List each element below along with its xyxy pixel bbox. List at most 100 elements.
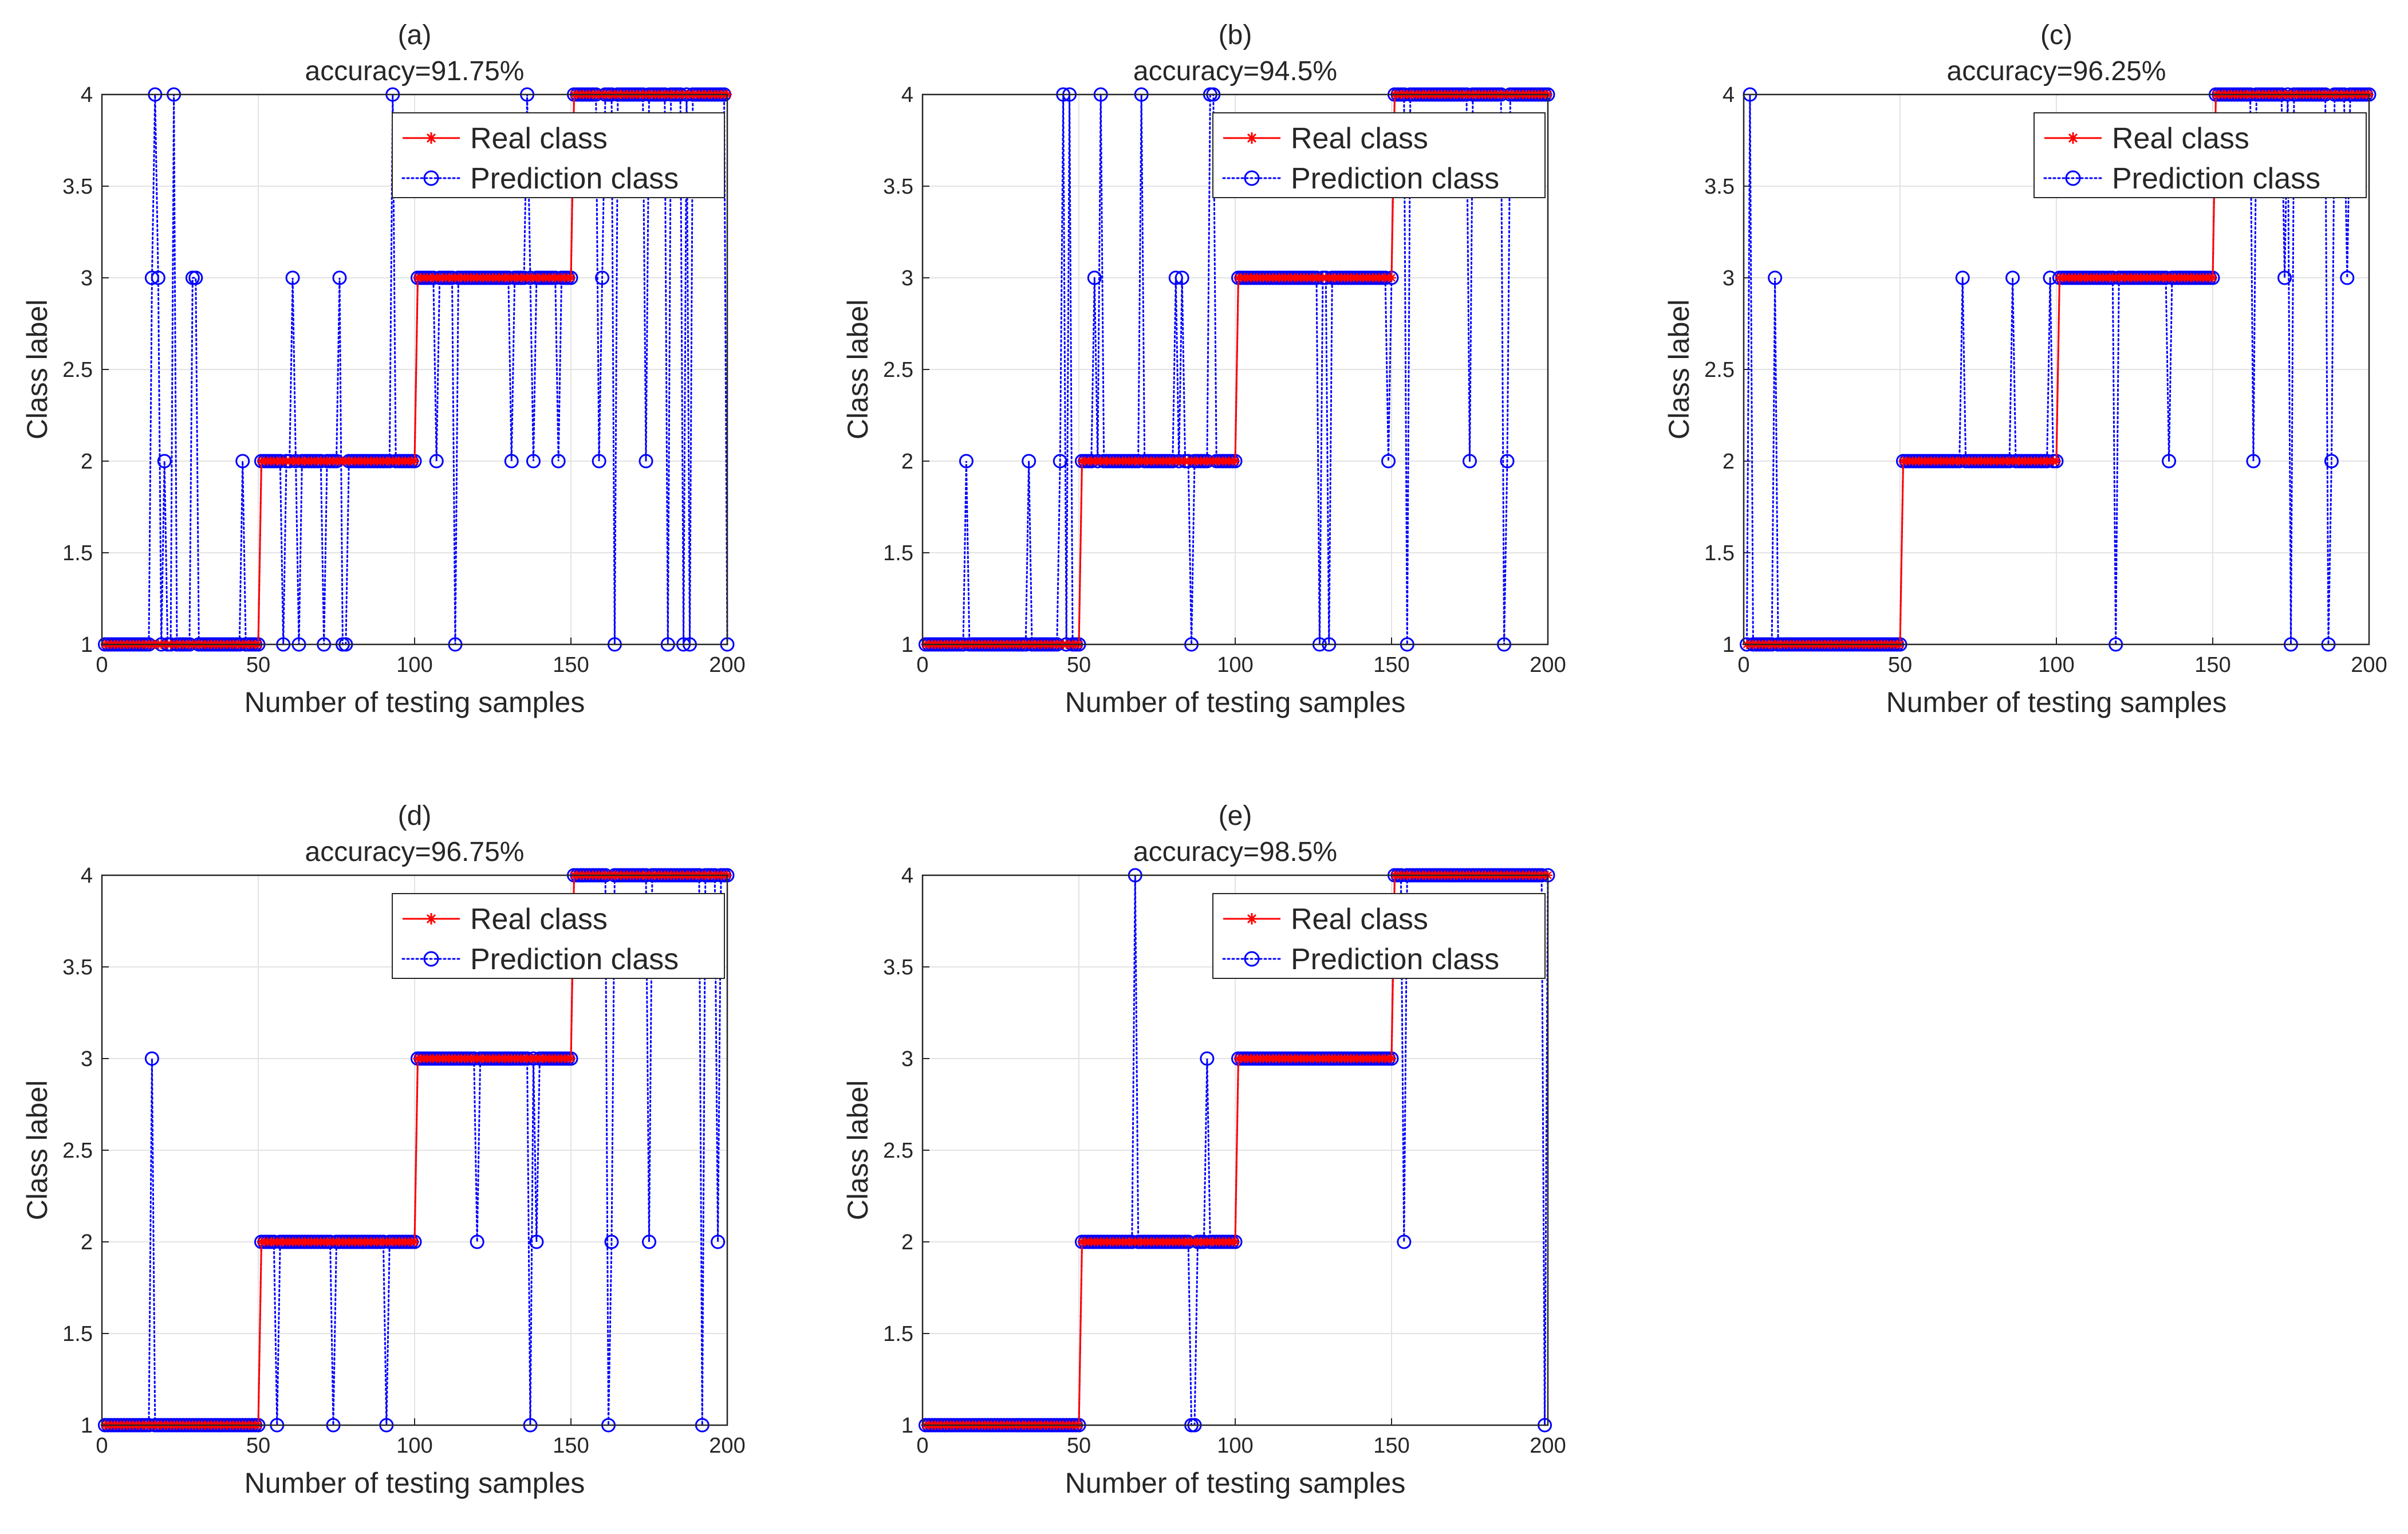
x-tick-label: 150 bbox=[2194, 653, 2230, 677]
chart-panel-b: 0 50 100 150 200 1 1.5 2 2.5 3 3.5 4 (b) accuracy=94.… bbox=[838, 9, 1640, 753]
legend-prediction-marker bbox=[1244, 951, 1260, 967]
y-tick-label: 4 bbox=[1723, 83, 1735, 107]
legend-prediction-label: Prediction class bbox=[1291, 943, 1499, 976]
chart-panel-e: 0 50 100 150 200 1 1.5 2 2.5 3 3.5 4 (e) accuracy=98.… bbox=[838, 789, 1640, 1534]
prediction-class-point bbox=[529, 1234, 544, 1249]
y-tick-label: 3 bbox=[901, 266, 913, 290]
chart-panel-a: 0 50 100 150 200 1 1.5 2 2.5 3 3.5 4 (a) accuracy=91.… bbox=[17, 9, 819, 753]
x-tick-label: 150 bbox=[553, 1434, 589, 1458]
prediction-class-point bbox=[2324, 454, 2339, 469]
y-tick-label: 2.5 bbox=[883, 1139, 913, 1163]
axes-box bbox=[921, 874, 1549, 1426]
y-axis-label: Class label bbox=[842, 300, 874, 440]
prediction-class-point bbox=[1087, 270, 1102, 285]
x-tick-label: 0 bbox=[96, 1434, 108, 1458]
prediction-class-point bbox=[144, 1051, 159, 1066]
chart-svg: 0 50 100 150 200 1 1.5 2 2.5 3 3.5 4 (d) accuracy=96.… bbox=[21, 801, 746, 1499]
y-tick-label: 2 bbox=[901, 450, 913, 474]
y-tick-label: 1 bbox=[81, 633, 93, 657]
x-tick-label: 0 bbox=[916, 1434, 928, 1458]
y-tick-label: 1.5 bbox=[62, 1322, 93, 1346]
prediction-class-point bbox=[2005, 270, 2020, 285]
y-tick-label: 3 bbox=[901, 1047, 913, 1071]
prediction-class-point bbox=[595, 270, 610, 285]
legend-real-marker bbox=[425, 132, 437, 144]
legend-box bbox=[392, 893, 725, 979]
prediction-class-point bbox=[1053, 454, 1067, 469]
legend-real-marker bbox=[2067, 132, 2079, 144]
y-tick-label: 1.5 bbox=[883, 541, 913, 565]
prediction-class-point bbox=[959, 454, 974, 469]
x-axis-label: Number of testing samples bbox=[1065, 686, 1406, 718]
y-tick-label: 2 bbox=[81, 1230, 93, 1254]
legend-prediction-label: Prediction class bbox=[2112, 162, 2320, 195]
y-axis-label: Class label bbox=[21, 1080, 53, 1221]
chart-title: accuracy=94.5% bbox=[1133, 56, 1337, 86]
prediction-class-point bbox=[2246, 454, 2261, 469]
legend-prediction-label: Prediction class bbox=[470, 162, 679, 195]
real-class-point bbox=[1387, 273, 1396, 282]
chart-svg: 0 50 100 150 200 1 1.5 2 2.5 3 3.5 4 (c) accuracy=96.… bbox=[1663, 20, 2387, 718]
x-tick-label: 100 bbox=[396, 1434, 432, 1458]
legend-real-label: Real class bbox=[470, 903, 608, 936]
panel-label: (c) bbox=[2040, 20, 2072, 50]
prediction-class-point bbox=[2277, 270, 2292, 285]
chart-title: accuracy=98.5% bbox=[1133, 837, 1337, 867]
x-tick-label: 50 bbox=[1888, 653, 1912, 677]
y-tick-label: 2 bbox=[901, 1230, 913, 1254]
y-tick-label: 1.5 bbox=[883, 1322, 913, 1346]
legend-prediction-marker bbox=[423, 951, 439, 967]
prediction-class-point bbox=[1200, 1051, 1215, 1066]
legend-real-label: Real class bbox=[1291, 122, 1428, 155]
y-tick-label: 3 bbox=[1723, 266, 1735, 290]
chart-title: accuracy=96.25% bbox=[1947, 56, 2166, 86]
x-axis-label: Number of testing samples bbox=[1065, 1467, 1406, 1499]
legend-real-label: Real class bbox=[1291, 903, 1428, 936]
prediction-class-point bbox=[1768, 270, 1783, 285]
x-tick-label: 50 bbox=[1067, 653, 1091, 677]
legend-prediction-marker bbox=[423, 170, 439, 186]
y-tick-label: 3.5 bbox=[62, 955, 93, 980]
axes-box bbox=[1743, 93, 2370, 646]
y-tick-label: 1 bbox=[901, 633, 913, 657]
legend-box bbox=[2033, 112, 2367, 198]
prediction-class-point bbox=[429, 454, 444, 469]
y-tick-label: 3.5 bbox=[62, 175, 93, 199]
y-tick-label: 3 bbox=[81, 266, 93, 290]
prediction-class-point bbox=[157, 454, 172, 469]
prediction-class-point bbox=[642, 1234, 656, 1249]
prediction-class-point bbox=[285, 270, 300, 285]
prediction-class-point bbox=[188, 270, 203, 285]
legend-real-marker bbox=[1246, 132, 1258, 144]
real-class-point bbox=[2052, 457, 2061, 466]
y-tick-label: 1 bbox=[81, 1414, 93, 1438]
prediction-class-point bbox=[1168, 270, 1183, 285]
prediction-class-point bbox=[2162, 454, 2177, 469]
x-tick-label: 200 bbox=[709, 653, 745, 677]
y-tick-label: 3.5 bbox=[1704, 175, 1735, 199]
x-axis-label: Number of testing samples bbox=[245, 686, 585, 718]
y-tick-label: 4 bbox=[901, 864, 913, 888]
prediction-class-point bbox=[2340, 270, 2355, 285]
real-class-point bbox=[1231, 1237, 1240, 1246]
legend-real-marker bbox=[1246, 913, 1258, 925]
panel-label: (b) bbox=[1219, 20, 1252, 50]
y-tick-label: 1.5 bbox=[62, 541, 93, 565]
panel-label: (a) bbox=[398, 20, 432, 50]
y-tick-label: 3.5 bbox=[883, 955, 913, 980]
y-tick-label: 2 bbox=[81, 450, 93, 474]
legend-box bbox=[1212, 112, 1546, 198]
x-axis-label: Number of testing samples bbox=[245, 1467, 585, 1499]
prediction-class-point bbox=[1463, 454, 1477, 469]
y-tick-label: 4 bbox=[81, 864, 93, 888]
axes-box bbox=[921, 93, 1549, 646]
legend-real-label: Real class bbox=[2112, 122, 2249, 155]
y-tick-label: 1 bbox=[1723, 633, 1735, 657]
prediction-class-point bbox=[235, 454, 250, 469]
chart-panel-d: 0 50 100 150 200 1 1.5 2 2.5 3 3.5 4 (d) accuracy=96.… bbox=[17, 789, 819, 1534]
prediction-class-point bbox=[639, 454, 653, 469]
prediction-class-point bbox=[332, 270, 347, 285]
prediction-class-point bbox=[151, 270, 165, 285]
prediction-class-point bbox=[470, 1234, 484, 1249]
x-tick-label: 100 bbox=[1217, 1434, 1253, 1458]
